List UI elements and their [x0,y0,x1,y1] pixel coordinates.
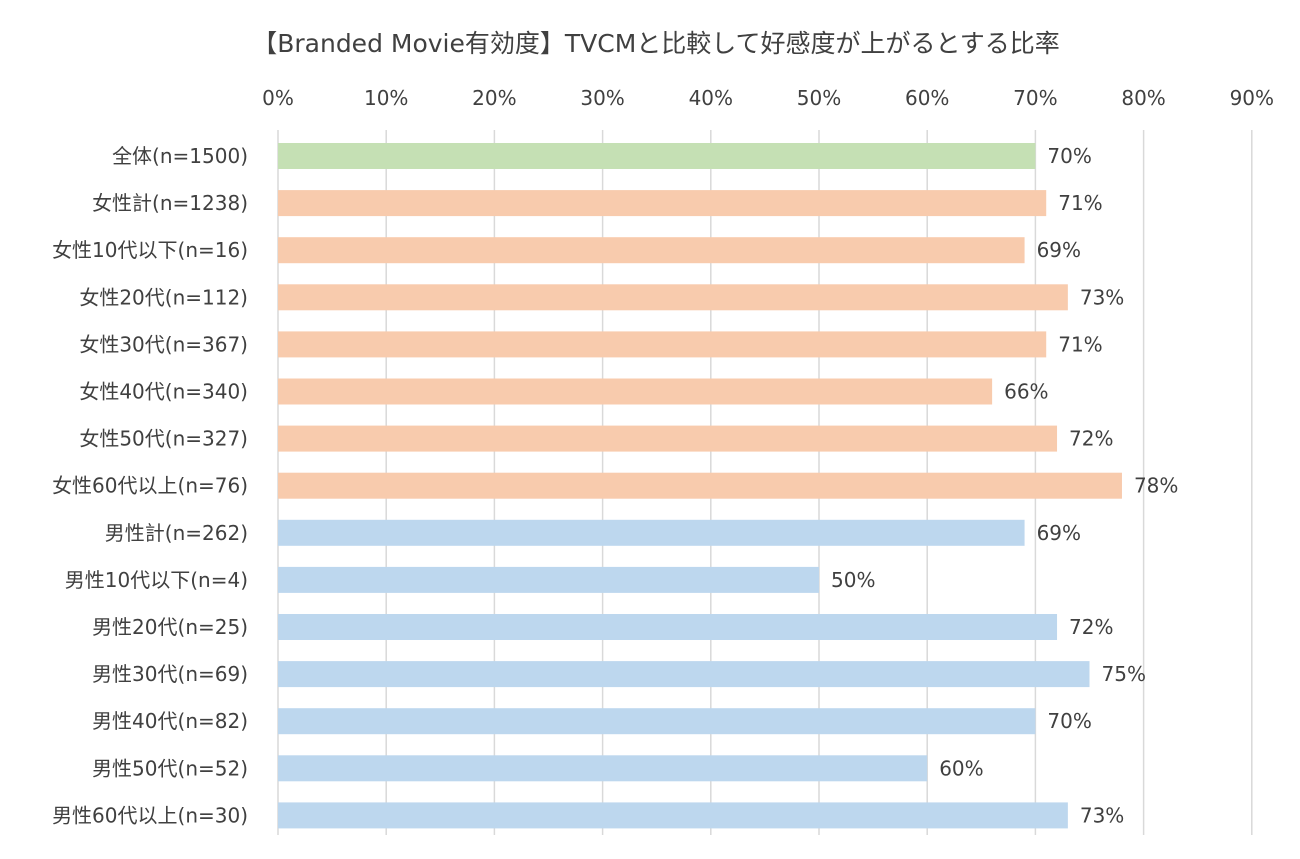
data-label: 60% [939,756,983,780]
x-tick-label: 90% [1230,86,1274,110]
bar-female [278,190,1047,217]
category-label: 女性30代(n=367) [79,332,248,356]
bar-male [278,614,1058,640]
x-axis-tick-labels: 0% 10% 20% 30% 40% 50% 60% 70% 80% 90% [262,86,1274,110]
x-tick-label: 40% [689,86,733,110]
bar-female [278,284,1068,311]
bar-female [278,331,1047,358]
data-label: 69% [1037,521,1081,545]
bar-female [278,378,993,405]
category-label: 女性20代(n=112) [79,285,248,309]
bar-male [278,566,819,593]
data-label: 69% [1037,238,1081,262]
category-label: 男性20代(n=25) [92,615,248,639]
x-tick-label: 30% [580,86,624,110]
bar-female [278,472,1122,499]
x-tick-label: 0% [262,86,294,110]
bar-male [278,755,928,782]
data-label: 71% [1058,332,1102,356]
x-tick-label: 70% [1013,86,1057,110]
bar-total [278,143,1036,169]
value-labels: 70% 71% 69% 73% 71% 66% 72% 78% 69% 50% 72% 75% 70% 6… [831,144,1178,827]
category-label: 女性10代以下(n=16) [52,238,248,262]
x-tick-label: 20% [472,86,516,110]
category-label: 男性50代(n=52) [92,756,248,780]
data-label: 78% [1134,474,1178,498]
category-label: 女性50代(n=327) [79,427,248,451]
bars [278,143,1122,829]
data-label: 66% [1004,380,1048,404]
category-label: 女性40代(n=340) [79,380,248,404]
data-label: 75% [1102,662,1146,686]
bar-male [278,708,1036,735]
bar-male [278,802,1068,829]
bar-male [278,519,1025,546]
category-label: 男性10代以下(n=4) [65,568,248,592]
data-label: 70% [1047,144,1091,168]
data-label: 70% [1047,709,1091,733]
category-labels: 全体(n=1500) 女性計(n=1238) 女性10代以下(n=16) 女性20代(… [52,144,248,827]
bar-female [278,425,1058,452]
data-label: 50% [831,568,875,592]
x-tick-label: 60% [905,86,949,110]
x-tick-label: 80% [1121,86,1165,110]
category-label: 男性60代以上(n=30) [52,803,248,827]
category-label: 女性計(n=1238) [92,191,248,215]
data-label: 72% [1069,427,1113,451]
x-tick-label: 50% [797,86,841,110]
bar-female [278,237,1025,264]
category-label: 男性30代(n=69) [92,662,248,686]
data-label: 71% [1058,191,1102,215]
category-label: 男性40代(n=82) [92,709,248,733]
data-label: 72% [1069,615,1113,639]
x-tick-label: 10% [364,86,408,110]
category-label: 全体(n=1500) [112,144,248,168]
data-label: 73% [1080,285,1124,309]
chart-title: 【Branded Movie有効度】TVCMと比較して好感度が上がるとする比率 [252,29,1060,58]
bar-male [278,661,1090,688]
category-label: 女性60代以上(n=76) [52,474,248,498]
category-label: 男性計(n=262) [105,521,248,545]
data-label: 73% [1080,803,1124,827]
